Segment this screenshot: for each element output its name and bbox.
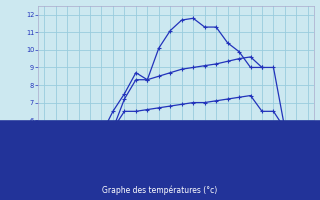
Text: Graphe des températures (°c): Graphe des températures (°c) bbox=[102, 186, 218, 195]
